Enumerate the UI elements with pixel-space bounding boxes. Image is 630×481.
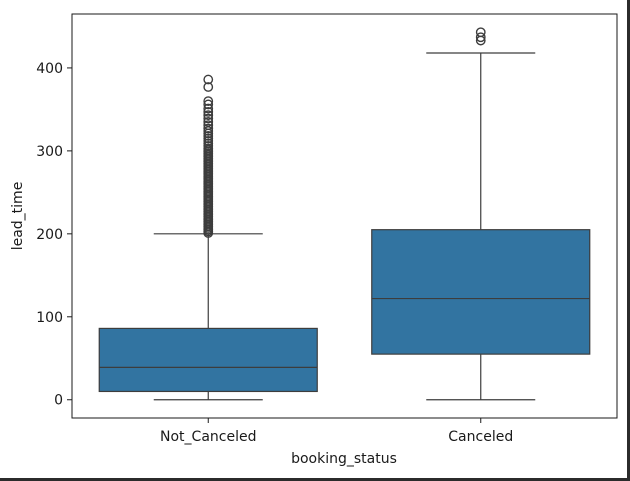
y-tick-label: 400 bbox=[36, 61, 63, 77]
outlier-point bbox=[203, 110, 214, 121]
iqr-box bbox=[98, 327, 318, 393]
y-tick-label: 100 bbox=[36, 310, 63, 326]
outlier-point bbox=[203, 120, 214, 131]
box-group-not-canceled bbox=[98, 74, 318, 401]
x-tick-label-not-canceled: Not_Canceled bbox=[160, 429, 256, 445]
ticks-layer: Not_Canceled Canceled 0 100 200 300 400 bbox=[36, 61, 513, 445]
y-tick-label: 200 bbox=[36, 227, 63, 243]
boxes-layer bbox=[98, 27, 591, 401]
outlier-point bbox=[475, 32, 486, 43]
plot-frame bbox=[71, 13, 618, 419]
y-tick-label: 300 bbox=[36, 144, 63, 160]
outlier-point bbox=[203, 96, 214, 107]
outlier-point bbox=[203, 116, 214, 127]
outlier-point bbox=[203, 82, 214, 92]
y-tick-label: 0 bbox=[54, 393, 63, 409]
y-axis-label: lead_time bbox=[10, 182, 26, 251]
outlier-point bbox=[475, 27, 486, 38]
box-group-canceled bbox=[371, 27, 591, 401]
x-tick-label-canceled: Canceled bbox=[448, 429, 513, 445]
outlier-point bbox=[203, 99, 214, 110]
outlier-point bbox=[203, 103, 214, 114]
outlier-point bbox=[203, 74, 214, 85]
iqr-box bbox=[371, 229, 591, 355]
x-axis-label: booking_status bbox=[291, 451, 397, 467]
outlier-point bbox=[203, 106, 214, 117]
outlier-point bbox=[203, 113, 214, 124]
outlier-point bbox=[203, 123, 214, 134]
